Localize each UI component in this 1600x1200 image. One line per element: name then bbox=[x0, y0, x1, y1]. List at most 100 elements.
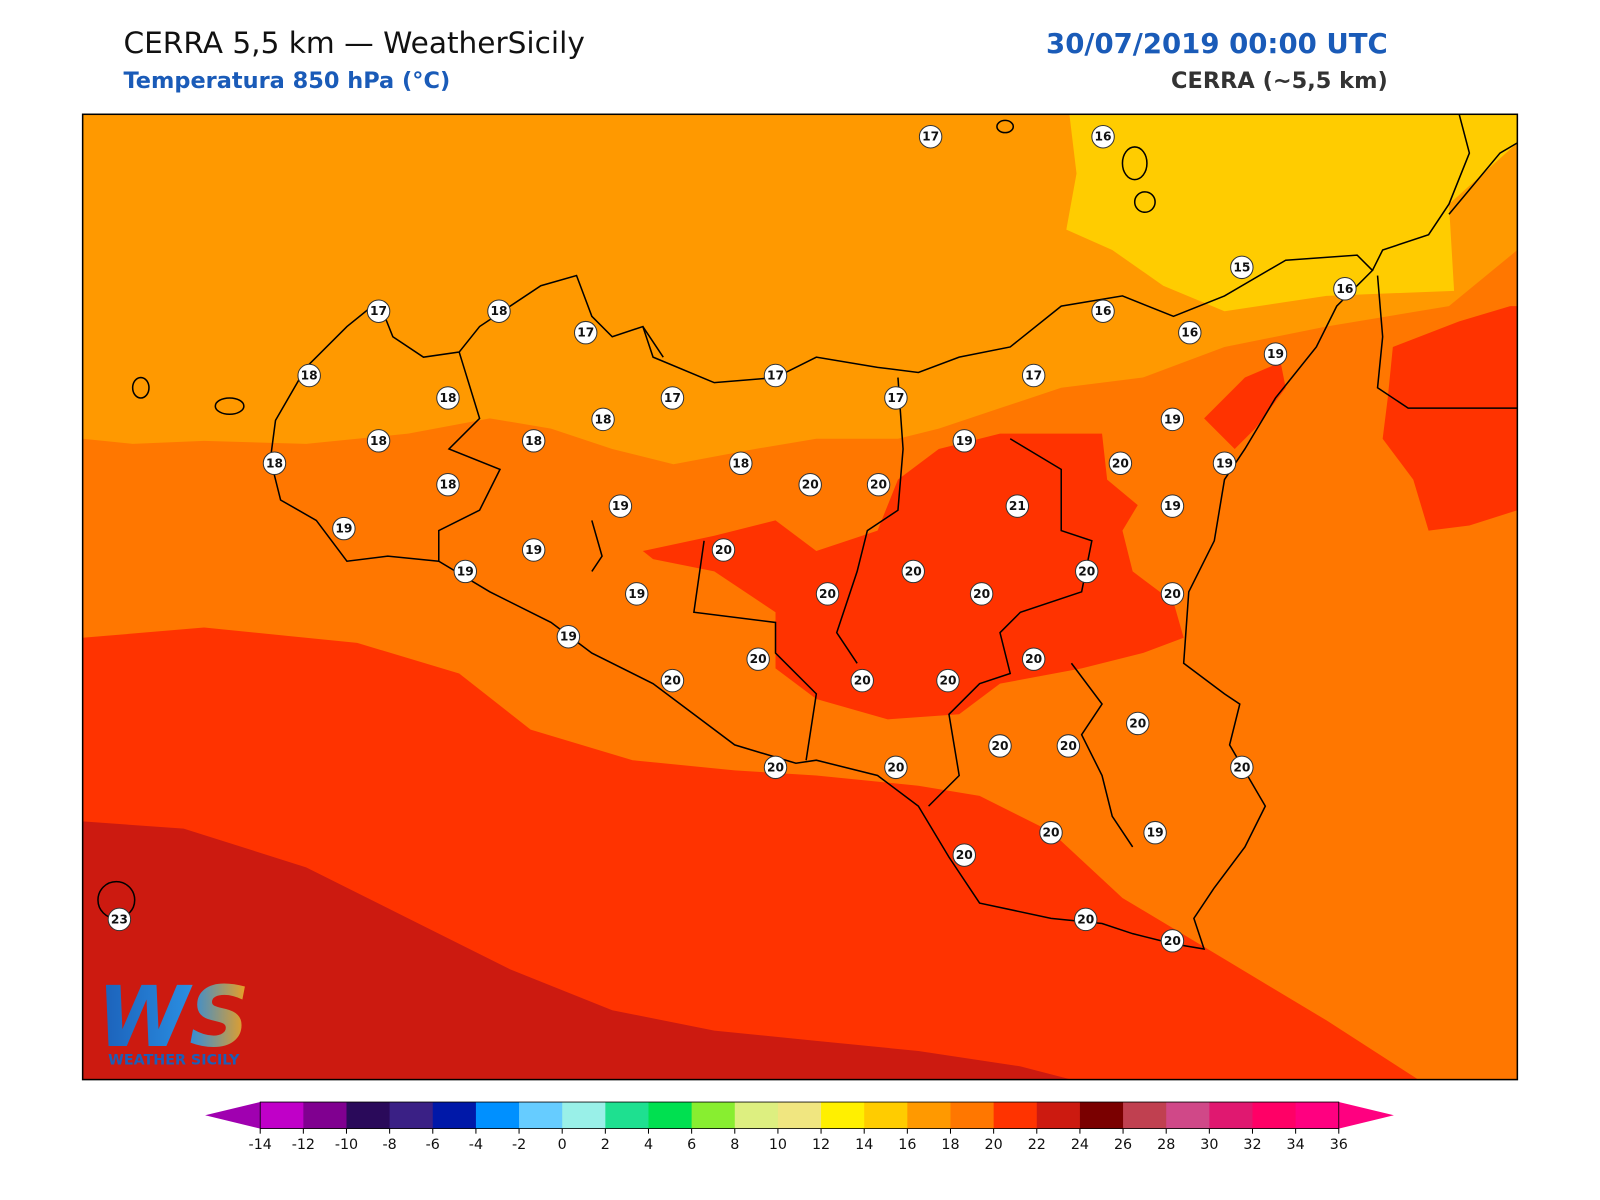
station-marker bbox=[1230, 255, 1254, 280]
station-marker bbox=[591, 407, 615, 432]
station-marker bbox=[763, 755, 788, 780]
station-value: 20 bbox=[1025, 652, 1042, 666]
station-marker bbox=[884, 386, 908, 410]
colorbar-segment bbox=[907, 1102, 951, 1129]
station-value: 20 bbox=[905, 564, 922, 578]
colorbar-segment bbox=[691, 1102, 736, 1129]
colorbar-tick-label: 32 bbox=[1243, 1137, 1261, 1153]
station-value: 19 bbox=[956, 434, 973, 448]
station-value: 18 bbox=[370, 434, 387, 448]
station-value: 16 bbox=[1336, 282, 1353, 296]
band-20-22 bbox=[1204, 362, 1286, 449]
station-labels: 17 16 15 16 17 18 17 16 16 19 18 18 17 17 17 17 18 18 18 19… bbox=[107, 125, 1357, 953]
station-value: 20 bbox=[939, 674, 956, 688]
station-marker bbox=[918, 125, 943, 149]
station-value: 20 bbox=[1077, 912, 1094, 926]
station-value: 18 bbox=[490, 304, 507, 318]
colorbar-tick-label: 24 bbox=[1071, 1137, 1089, 1153]
station-marker bbox=[436, 386, 460, 410]
station-value: 18 bbox=[732, 456, 749, 470]
station-marker bbox=[521, 538, 546, 562]
island bbox=[214, 397, 245, 416]
station-marker bbox=[936, 668, 960, 693]
station-marker bbox=[1178, 320, 1202, 345]
station-marker bbox=[969, 582, 994, 606]
station-value: 15 bbox=[1233, 260, 1250, 274]
station-value: 19 bbox=[525, 543, 542, 557]
station-marker bbox=[573, 320, 598, 345]
station-marker bbox=[1039, 820, 1063, 845]
station-marker bbox=[660, 386, 685, 410]
station-value: 20 bbox=[750, 652, 767, 666]
station-value: 18 bbox=[266, 456, 283, 470]
station-value: 20 bbox=[767, 760, 784, 774]
island bbox=[131, 376, 150, 399]
station-value: 23 bbox=[111, 912, 128, 926]
station-marker bbox=[988, 734, 1012, 758]
colorbar-segment bbox=[1079, 1102, 1124, 1129]
station-value: 20 bbox=[1164, 934, 1181, 948]
station-marker bbox=[746, 647, 770, 671]
island bbox=[1133, 191, 1156, 214]
station-marker bbox=[556, 625, 581, 649]
colorbar-segment bbox=[734, 1102, 779, 1129]
colorbar-tick-label: 16 bbox=[898, 1137, 916, 1153]
subtitle: Temperatura 850 hPa (°C) bbox=[123, 68, 450, 94]
colorbar-tick-label: -12 bbox=[292, 1137, 315, 1153]
station-value: 17 bbox=[577, 326, 594, 340]
station-marker bbox=[436, 472, 460, 497]
colorbar-tick-label: 20 bbox=[985, 1137, 1003, 1153]
station-value: 19 bbox=[612, 499, 629, 513]
station-marker bbox=[1075, 559, 1099, 584]
colorbar-over bbox=[1338, 1102, 1394, 1129]
logo-mark: WS bbox=[97, 968, 250, 1066]
colorbar-tick-label: 28 bbox=[1157, 1137, 1175, 1153]
colorbar-outline bbox=[259, 1101, 1340, 1129]
station-value: 17 bbox=[370, 304, 387, 318]
station-value: 20 bbox=[854, 674, 871, 688]
colorbar-tick-label: 4 bbox=[644, 1137, 653, 1153]
station-marker bbox=[487, 299, 511, 323]
station-value: 20 bbox=[1078, 564, 1095, 578]
station-value: 17 bbox=[887, 391, 904, 405]
station-marker bbox=[625, 582, 649, 606]
temperature-field: 17 16 15 16 17 18 17 16 16 19 18 18 17 17 17 17 18 18 18 19… bbox=[82, 114, 1518, 1080]
station-value: 20 bbox=[819, 587, 836, 601]
colorbar-tick-label: 10 bbox=[769, 1137, 787, 1153]
station-marker bbox=[1263, 342, 1288, 366]
colorbar-segment bbox=[519, 1102, 563, 1129]
station-value: 20 bbox=[887, 760, 904, 774]
station-value: 16 bbox=[1095, 130, 1112, 144]
station-marker bbox=[1160, 407, 1185, 432]
station-value: 19 bbox=[1164, 412, 1181, 426]
station-value: 17 bbox=[664, 391, 681, 405]
colorbar-tick-label: 18 bbox=[941, 1137, 959, 1153]
station-value: 19 bbox=[1147, 826, 1164, 840]
station-marker bbox=[262, 451, 287, 475]
station-value: 19 bbox=[628, 587, 645, 601]
colorbar-segment bbox=[1123, 1102, 1167, 1129]
colorbar-tick-label: 36 bbox=[1330, 1137, 1348, 1153]
colorbar-segment bbox=[1295, 1102, 1340, 1129]
station-value: 18 bbox=[525, 434, 542, 448]
colorbar-tick-label: -4 bbox=[469, 1137, 483, 1153]
colorbar-segment bbox=[1166, 1102, 1210, 1129]
station-value: 17 bbox=[767, 369, 784, 383]
station-value: 20 bbox=[1233, 760, 1250, 774]
station-marker bbox=[729, 451, 753, 475]
station-marker bbox=[1056, 734, 1081, 758]
station-marker bbox=[1143, 820, 1167, 845]
station-value: 20 bbox=[802, 478, 819, 492]
band-14-16 bbox=[1066, 114, 1518, 312]
colorbar-segment bbox=[475, 1102, 520, 1129]
station-value: 20 bbox=[1060, 739, 1077, 753]
colorbar-segment bbox=[562, 1102, 606, 1129]
map-frame bbox=[81, 113, 1519, 1081]
station-marker bbox=[1021, 363, 1046, 388]
station-value: 20 bbox=[1164, 587, 1181, 601]
colorbar-segment bbox=[821, 1102, 865, 1129]
colorbar-tick-label: 14 bbox=[855, 1137, 873, 1153]
station-marker bbox=[453, 559, 478, 584]
station-marker bbox=[332, 516, 356, 541]
